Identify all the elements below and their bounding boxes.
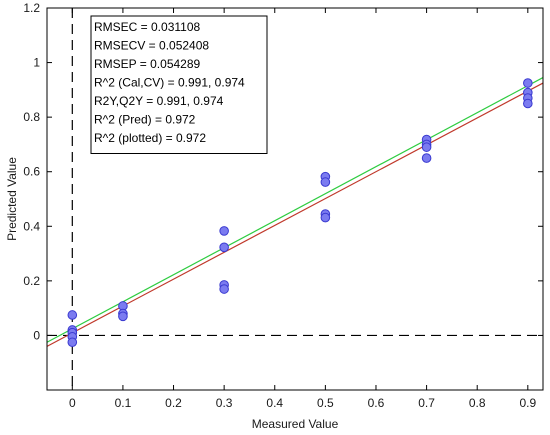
data-point xyxy=(67,310,78,320)
statistics-lines: RMSEC = 0.031108 RMSECV = 0.052408 RMSEP =… xyxy=(94,20,245,145)
fit-line-1 xyxy=(46,77,544,343)
fit-line-2 xyxy=(46,82,544,347)
data-point xyxy=(421,153,432,163)
x-tick-label: 0.7 xyxy=(418,396,435,410)
y-axis-label: Predicted Value xyxy=(5,157,19,241)
data-point xyxy=(320,212,331,223)
data-point xyxy=(219,284,229,294)
data-point xyxy=(219,226,229,236)
data-point xyxy=(118,311,128,322)
fit-lines xyxy=(46,77,544,347)
reference-lines xyxy=(47,8,543,390)
data-point xyxy=(523,98,533,109)
statistics-line: R^2 (Cal,CV) = 0.991, 0.974 xyxy=(94,76,245,90)
axis-ticks: 0 0.1 0.2 0.3 0.4 0.5 0.6 0.7 0.8 0.9 0 0.2 0.4 0.6 0.… xyxy=(23,1,543,410)
x-tick-label: 0.3 xyxy=(216,396,233,410)
axes-frame xyxy=(46,7,544,391)
statistics-box: RMSEC = 0.031108 RMSECV = 0.052408 RMSEP =… xyxy=(90,15,268,154)
statistics-line: R2Y,Q2Y = 0.991, 0.974 xyxy=(94,94,224,108)
x-tick-label: 0.6 xyxy=(368,396,385,410)
x-tick-label: 0.1 xyxy=(115,396,132,410)
data-points xyxy=(67,78,533,348)
x-axis-label: Measured Value xyxy=(252,417,339,431)
y-tick-label: 0 xyxy=(33,328,40,342)
statistics-box-frame xyxy=(90,15,268,154)
data-point xyxy=(523,78,533,88)
x-tick-label: 0.8 xyxy=(469,396,486,410)
y-tick-label: 1.2 xyxy=(23,1,40,15)
y-tick-label: 0.2 xyxy=(23,274,40,288)
y-tick-label: 0.6 xyxy=(23,165,40,179)
y-tick-label: 1 xyxy=(33,56,40,70)
statistics-line: RMSEC = 0.031108 xyxy=(94,20,200,34)
data-point xyxy=(320,177,331,187)
x-tick-label: 0.9 xyxy=(519,396,536,410)
statistics-line: RMSECV = 0.052408 xyxy=(94,39,209,53)
x-tick-label: 0.2 xyxy=(165,396,182,410)
data-point xyxy=(67,337,78,348)
y-tick-label: 0.4 xyxy=(23,219,40,233)
x-tick-label: 0.4 xyxy=(266,396,283,410)
data-point xyxy=(421,142,432,152)
statistics-line: R^2 (Pred) = 0.972 xyxy=(94,113,196,127)
y-tick-label: 0.8 xyxy=(23,110,40,124)
statistics-line: RMSEP = 0.054289 xyxy=(94,57,201,71)
x-tick-label: 0 xyxy=(69,396,76,410)
data-point xyxy=(219,242,229,253)
statistics-line: R^2 (plotted) = 0.972 xyxy=(94,131,206,145)
x-tick-label: 0.5 xyxy=(317,396,334,410)
